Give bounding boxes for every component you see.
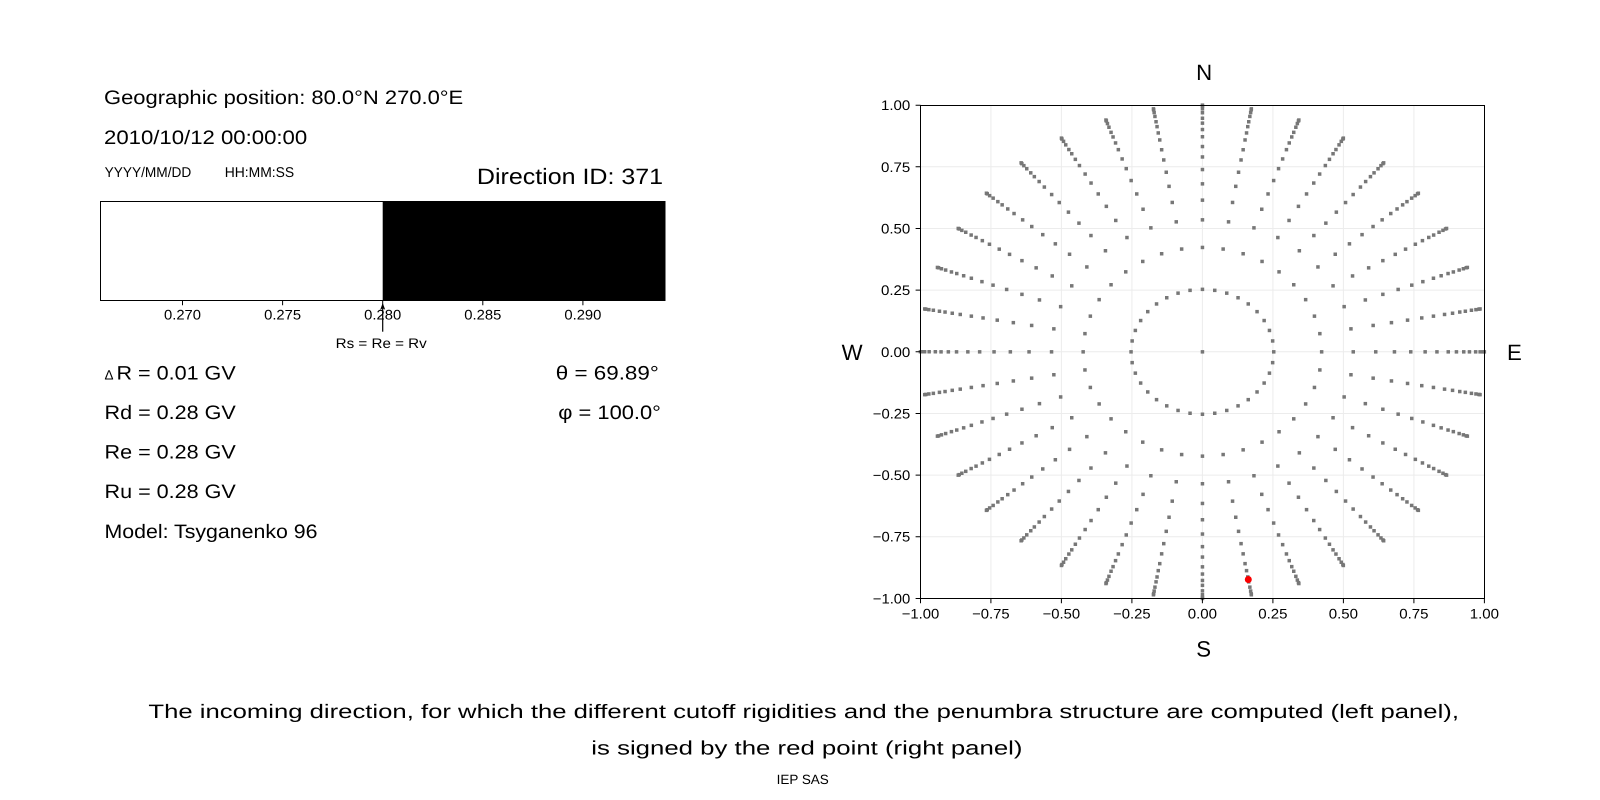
svg-text:N: N: [1196, 60, 1212, 85]
svg-text:0.75: 0.75: [1399, 605, 1429, 621]
svg-text:0.290: 0.290: [564, 307, 601, 323]
svg-text:Rs = Re = Rv: Rs = Re = Rv: [336, 335, 427, 351]
svg-text:0.275: 0.275: [264, 307, 301, 323]
svg-text:0.285: 0.285: [464, 307, 501, 323]
svg-text:The incoming direction, for wh: The incoming direction, for which the di…: [148, 701, 1459, 723]
svg-text:0.50: 0.50: [1329, 605, 1359, 621]
svg-text:θ = 69.89°: θ = 69.89°: [556, 362, 659, 384]
svg-text:1.00: 1.00: [881, 97, 911, 113]
svg-text:φ = 100.0°: φ = 100.0°: [558, 402, 661, 424]
svg-text:HH:MM:SS: HH:MM:SS: [225, 165, 295, 181]
svg-text:Model: Tsyganenko 96: Model: Tsyganenko 96: [105, 521, 318, 543]
svg-text:0.75: 0.75: [881, 159, 911, 175]
svg-text:0.25: 0.25: [1258, 605, 1288, 621]
svg-text:2010/10/12 00:00:00: 2010/10/12 00:00:00: [104, 127, 307, 149]
svg-text:−1.00: −1.00: [873, 590, 911, 606]
svg-text:YYYY/MM/DD: YYYY/MM/DD: [105, 165, 192, 181]
svg-text:R = 0.01 GV: R = 0.01 GV: [117, 362, 236, 384]
svg-text:0.50: 0.50: [881, 220, 911, 236]
svg-text:is signed by the red point (ri: is signed by the red point (right panel): [591, 738, 1022, 760]
svg-text:0.00: 0.00: [881, 344, 911, 360]
svg-text:IEP SAS: IEP SAS: [777, 772, 829, 787]
svg-text:−0.50: −0.50: [1043, 605, 1081, 621]
svg-text:1.00: 1.00: [1470, 605, 1500, 621]
svg-text:Rd = 0.28 GV: Rd = 0.28 GV: [105, 402, 236, 424]
svg-text:Re = 0.28 GV: Re = 0.28 GV: [105, 441, 236, 463]
svg-text:−0.75: −0.75: [972, 605, 1010, 621]
svg-text:−0.25: −0.25: [873, 405, 911, 421]
svg-text:−0.50: −0.50: [873, 467, 911, 483]
svg-text:−0.75: −0.75: [873, 529, 911, 545]
svg-text:E: E: [1507, 340, 1522, 365]
svg-text:−1.00: −1.00: [902, 605, 940, 621]
svg-text:Δ: Δ: [105, 367, 114, 382]
svg-text:0.25: 0.25: [881, 282, 911, 298]
svg-text:−0.25: −0.25: [1113, 605, 1151, 621]
svg-text:0.270: 0.270: [164, 307, 201, 323]
svg-text:Direction ID: 371: Direction ID: 371: [477, 164, 663, 189]
svg-text:Geographic position: 80.0°N 27: Geographic position: 80.0°N 270.0°E: [104, 87, 463, 109]
svg-text:0.00: 0.00: [1188, 605, 1218, 621]
svg-text:Ru = 0.28 GV: Ru = 0.28 GV: [105, 481, 236, 503]
svg-text:S: S: [1196, 636, 1211, 661]
svg-text:W: W: [842, 340, 863, 365]
